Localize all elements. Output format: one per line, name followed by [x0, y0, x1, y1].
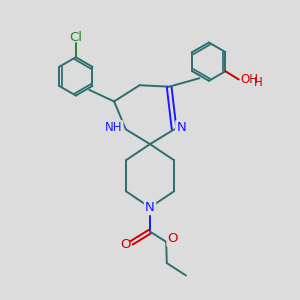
Text: O: O [120, 238, 130, 251]
Text: N: N [145, 201, 155, 214]
Text: Cl: Cl [69, 31, 82, 44]
Text: OH: OH [240, 73, 258, 86]
Text: O: O [168, 232, 178, 245]
Text: N: N [176, 122, 186, 134]
Text: H: H [254, 76, 262, 89]
Text: NH: NH [105, 122, 122, 134]
